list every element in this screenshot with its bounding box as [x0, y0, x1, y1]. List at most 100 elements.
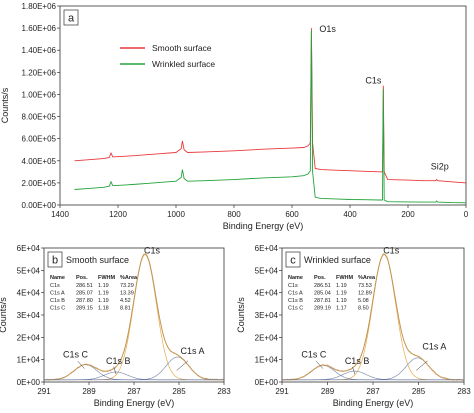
table-cell: 5.08	[358, 298, 369, 304]
annotation-leader-line	[352, 366, 356, 375]
y-tick-label: 1.80E+06	[22, 2, 57, 11]
annotation-leader-line	[77, 361, 85, 369]
x-tick-label: 289	[82, 387, 96, 396]
table-cell: 289.15	[76, 306, 93, 312]
x-tick-label: 1000	[167, 210, 185, 219]
y-tick-label: 4.00E+05	[22, 157, 57, 166]
table-cell: 8.50	[358, 306, 369, 312]
table-cell: 1.17	[336, 306, 347, 312]
peak-annotation: C1s	[365, 76, 382, 86]
table-cell: 287.80	[76, 298, 93, 304]
x-tick-label: 1400	[51, 210, 69, 219]
y-tick-label: 2.00E+05	[22, 179, 57, 188]
table-header: Name	[288, 275, 303, 281]
panel-label: b	[52, 255, 58, 267]
table-cell: 73.29	[120, 283, 134, 289]
x-tick-label: 291	[275, 387, 289, 396]
x-axis-label: Binding Energy (eV)	[333, 398, 414, 408]
table-cell: 286.51	[76, 283, 93, 289]
panel-label-box	[47, 251, 63, 268]
table-cell: 287.81	[314, 298, 331, 304]
x-tick-label: 287	[366, 387, 380, 396]
component-peak-c1s	[44, 254, 224, 381]
raw-data-line	[281, 253, 465, 382]
table-cell: 1.19	[98, 298, 109, 304]
panel-label-box	[285, 251, 301, 268]
table-cell: 1.19	[98, 283, 109, 289]
x-tick-label: 285	[412, 387, 426, 396]
x-tick-label: 285	[172, 387, 186, 396]
table-cell: 289.19	[314, 306, 331, 312]
table-cell: 1.18	[98, 306, 109, 312]
x-axis-label: Binding Energy (eV)	[223, 221, 304, 231]
panel-label-box	[63, 9, 79, 26]
legend-entry: Wrinkled surface	[152, 59, 215, 69]
x-tick-label: 283	[457, 387, 471, 396]
y-tick-label: 0E+00	[255, 378, 279, 387]
x-tick-label: 291	[37, 387, 51, 396]
component-peak-c1s-a	[44, 356, 224, 381]
y-axis-label: Counts/s	[0, 297, 8, 333]
table-cell: 12.89	[358, 291, 372, 297]
annotation-leader-line	[113, 366, 117, 375]
y-tick-label: 0E+00	[17, 378, 41, 387]
y-tick-label: 4E+04	[255, 289, 279, 298]
y-tick-label: 1.60E+06	[22, 24, 57, 33]
table-header: %Area	[120, 275, 138, 281]
table-cell: 1.19	[336, 291, 347, 297]
y-tick-label: 5E+04	[255, 266, 279, 275]
y-tick-label: 3E+04	[255, 311, 279, 320]
annotation-leader-line	[315, 361, 324, 369]
y-tick-label: 6E+04	[255, 244, 279, 253]
y-tick-label: 3E+04	[17, 311, 41, 320]
panel-label: a	[68, 13, 75, 25]
y-tick-label: 6.00E+05	[22, 135, 57, 144]
component-peak-c1s-a	[282, 357, 464, 381]
table-header: FWHM	[98, 275, 116, 281]
table-cell: 4.52	[120, 298, 131, 304]
panel-a: 1400 1200 1000 800 600 400 200 0 0.00E+00 2.00E+0…	[0, 2, 469, 231]
table-cell: 73.53	[358, 283, 372, 289]
x-tick-label: 1200	[109, 210, 127, 219]
table-cell: 13.39	[120, 291, 134, 297]
peak-annotation: C1s C	[301, 349, 327, 359]
table-cell: C1s	[50, 283, 60, 289]
table-cell: 1.19	[98, 291, 109, 297]
y-tick-label: 1E+04	[17, 356, 41, 365]
x-tick-label: 289	[321, 387, 335, 396]
peak-annotation: Si2p	[431, 162, 449, 172]
panel-b: 291 289 287 285 283 0E+00 1E+04 2E+04 3E+04 4E+04…	[0, 244, 231, 408]
x-tick-label: 400	[343, 210, 357, 219]
panel-c: 291 289 287 285 283 0E+00 1E+04 2E+04 3E+04 4E+04…	[236, 244, 471, 408]
peak-annotation: C1s B	[345, 356, 370, 366]
table-header: FWHM	[336, 275, 354, 281]
peak-annotation: C1s A	[422, 342, 446, 352]
legend-entry: Smooth surface	[152, 43, 212, 53]
x-tick-label: 600	[285, 210, 299, 219]
plot-frame	[59, 5, 467, 206]
plot-frame	[43, 247, 225, 383]
table-cell: 1.19	[336, 298, 347, 304]
table-cell: C1s	[288, 283, 298, 289]
peak-annotation: C1s A	[180, 346, 204, 356]
x-tick-label: 287	[127, 387, 141, 396]
y-tick-label: 4E+04	[17, 289, 41, 298]
table-header: %Area	[358, 275, 376, 281]
y-tick-label: 1.20E+06	[22, 68, 57, 77]
fit-envelope-line	[43, 253, 224, 381]
y-tick-label: 2E+04	[17, 333, 41, 342]
table-cell: C1s C	[50, 306, 65, 312]
y-tick-label: 2E+04	[255, 333, 279, 342]
x-tick-label: 283	[217, 387, 231, 396]
peak-annotation: C1s	[144, 246, 161, 256]
wrinkled-surface-line	[74, 30, 467, 204]
annotation-leader-line	[176, 360, 189, 371]
x-tick-label: 200	[401, 210, 415, 219]
annotation-leader-line	[416, 360, 428, 371]
table-header: Pos.	[76, 275, 88, 281]
table-cell: C1s C	[288, 306, 303, 312]
component-peak-c1s	[282, 254, 464, 381]
x-axis-label: Binding Energy (eV)	[94, 398, 175, 408]
x-tick-label: 0	[464, 210, 469, 219]
